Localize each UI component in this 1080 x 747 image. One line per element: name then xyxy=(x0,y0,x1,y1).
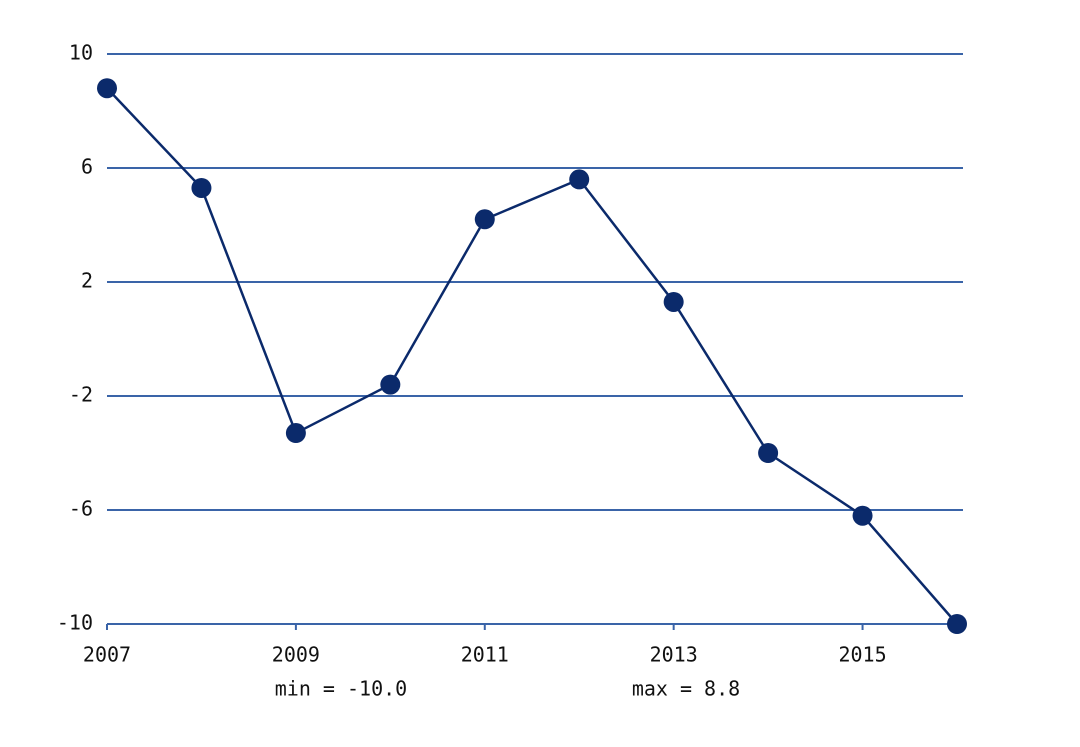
point xyxy=(663,291,684,312)
y-tick-label: 6 xyxy=(81,155,93,179)
y-tick-label: -2 xyxy=(69,383,93,407)
line xyxy=(106,87,958,625)
point xyxy=(380,374,401,395)
point xyxy=(97,78,117,99)
point xyxy=(852,505,873,526)
point xyxy=(474,209,495,230)
x-tick-label: 2009 xyxy=(272,643,320,667)
y-tick-label: 2 xyxy=(81,269,93,293)
x-tick-label: 2013 xyxy=(650,643,698,667)
y-tick-label: 10 xyxy=(69,41,93,65)
point xyxy=(569,169,590,190)
point xyxy=(947,614,967,634)
annotation: min = -10.0 xyxy=(275,677,407,701)
x-tick-label: 2007 xyxy=(83,643,131,667)
x-tick-label: 2015 xyxy=(838,643,886,667)
y-tick-label: -6 xyxy=(69,497,93,521)
x-tick-label: 2011 xyxy=(461,643,509,667)
point xyxy=(285,423,306,444)
annotation: max = 8.8 xyxy=(632,677,740,701)
point xyxy=(758,443,779,463)
point xyxy=(191,177,212,198)
y-tick-label: -10 xyxy=(57,611,93,635)
